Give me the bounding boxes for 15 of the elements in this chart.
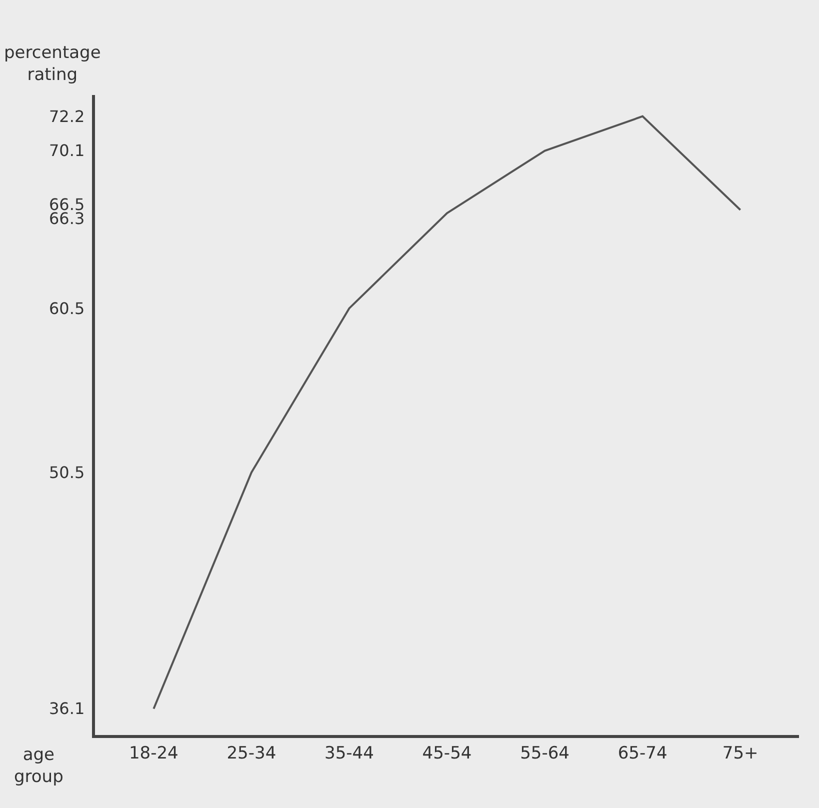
y-axis-title: percentage rating	[4, 43, 101, 86]
y-tick-label: 50.5	[49, 463, 85, 482]
y-tick-label: 72.2	[49, 107, 85, 126]
y-tick-label: 66.3	[49, 209, 85, 228]
x-tick-label: 25-34	[226, 743, 276, 764]
x-tick-label: 18-24	[128, 743, 178, 764]
y-tick-label: 36.1	[49, 699, 85, 718]
x-tick-label: 45-54	[422, 743, 472, 764]
y-tick-label: 60.5	[49, 299, 85, 318]
x-tick-label: 55-64	[520, 743, 570, 764]
x-tick-label: 35-44	[324, 743, 374, 764]
x-tick-label: 65-74	[618, 743, 668, 764]
x-tick-label: 75+	[722, 743, 758, 764]
x-axis-title: age group	[14, 745, 64, 788]
y-tick-label: 70.1	[49, 141, 85, 160]
